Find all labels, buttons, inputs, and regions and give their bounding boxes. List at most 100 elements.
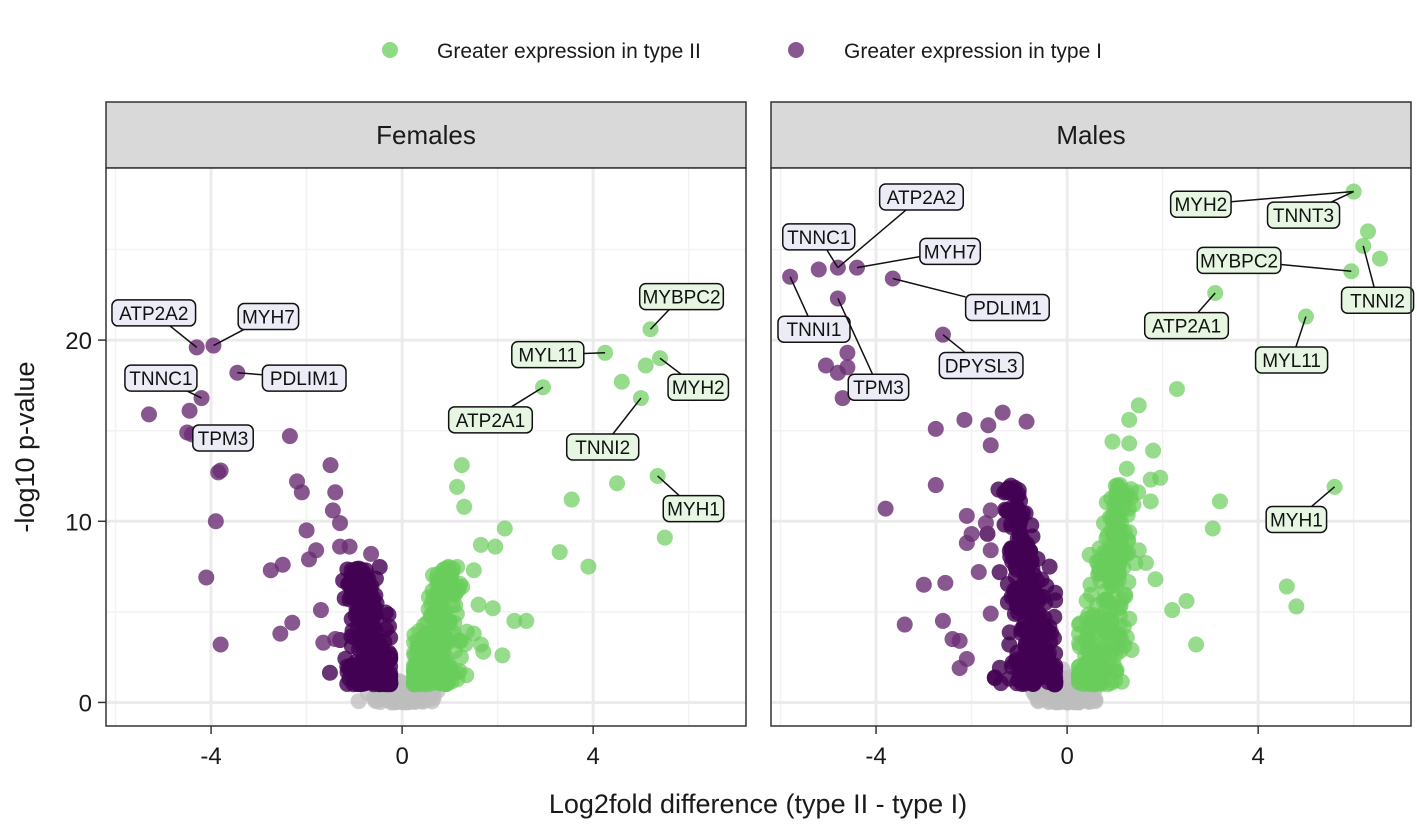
type-i-point [896,616,913,633]
label-leader-line [511,386,544,408]
type-ii-point [496,520,513,537]
type-i-point [810,261,827,278]
type-i-point [1025,640,1042,657]
gene-label: ATP2A2 [119,304,188,325]
type-i-point [817,357,834,374]
type-i-point [956,411,973,428]
type-ii-point [1152,469,1169,486]
label-leader-line [826,249,839,269]
gene-labels-females: ATP2A2 MYH7 PDLIM1 TNNC1 TPM3 MYBPC2 MYL11 MYH2… [111,282,730,523]
type-ii-point [1080,606,1097,623]
type-i-point [977,515,994,532]
type-i-point [298,522,315,539]
gene-label: MYH1 [1270,510,1323,531]
type-i-point [1011,526,1028,543]
label-leader-line [583,352,606,355]
x-tick-label: 4 [586,743,599,770]
legend: Greater expression in type II Greater ex… [382,40,1102,63]
gene-label: MYH7 [924,242,977,263]
gene-label: TNNI1 [787,320,842,341]
type-i-point [1036,610,1053,627]
gene-label-box [782,223,856,251]
type-ii-point [1121,411,1138,428]
legend-key-type-i [788,42,804,58]
highlighted-points-females [140,321,673,664]
type-i-point [829,364,846,381]
type-ii-point [1104,512,1121,529]
type-i-point [321,664,338,681]
type-i-point [834,390,851,407]
type-i-point [327,484,344,501]
type-ii-point [428,662,445,679]
type-ii-point [1130,397,1147,414]
type-ii-point [1108,484,1125,501]
gene-label: TNNC1 [787,228,850,249]
type-i-point [341,538,358,555]
legend-key-type-ii [382,42,398,58]
type-i-point [207,513,224,530]
type-i-point [361,618,378,635]
type-ii-point [1360,223,1377,240]
type-i-point [1047,663,1064,680]
gene-label-box [237,302,300,331]
gene-label-box [447,406,534,434]
type-i-point [210,464,227,481]
y-axis-title: -log10 p-value [10,361,40,532]
y-tick-label: 20 [65,328,92,355]
label-leader-line [659,357,682,375]
type-ii-point [449,478,466,495]
gene-label: PDLIM1 [270,369,339,390]
label-leader-line [1280,263,1352,273]
type-i-point [1018,621,1035,638]
label-leader-line [1295,316,1307,348]
type-ii-point [428,571,445,588]
legend-label-type-ii: Greater expression in type II [437,40,701,63]
type-i-point [1019,564,1036,581]
nonsignificant-point [1051,690,1068,707]
type-ii-point [551,544,568,561]
type-ii-point [453,457,470,474]
label-leader-line [1362,245,1375,288]
type-ii-point [1092,676,1109,693]
type-i-point [1023,577,1040,594]
type-i-point [1030,622,1047,639]
type-i-point [367,667,384,684]
type-ii-point [1145,442,1162,459]
label-leader-line [657,475,680,497]
type-i-point [281,428,298,445]
type-ii-point [470,596,487,613]
type-ii-point [1142,493,1159,510]
type-ii-point [1086,647,1103,664]
type-i-point [274,556,291,573]
type-i-point [1038,577,1055,594]
label-leader-line [892,277,966,298]
type-i-point [982,542,999,559]
gene-label-box [1340,286,1415,315]
type-i-point [293,484,310,501]
type-ii-point [465,562,482,579]
gene-label-box [1169,190,1232,218]
type-i-point [982,437,999,454]
type-i-point [335,572,352,589]
type-ii-point [1105,656,1122,673]
gene-label-box [261,364,347,392]
label-leader-line [942,334,966,354]
type-i-point [1045,630,1062,647]
type-ii-point [1211,493,1228,510]
type-i-point [272,625,289,642]
gene-label-box [192,424,254,452]
label-leader-line [1230,190,1354,203]
label-leader-line [649,309,670,330]
type-i-point [380,606,397,623]
gene-label-box [1265,505,1328,534]
gene-label: TNNT3 [1273,206,1334,227]
type-ii-point [444,584,461,601]
type-ii-point [1118,460,1135,477]
type-ii-point [1178,592,1195,609]
gene-label-box [847,373,910,401]
type-ii-point [1104,433,1121,450]
type-ii-point [1137,554,1154,571]
strip-females [105,101,747,169]
type-i-point [140,406,157,423]
type-ii-point [1111,617,1128,634]
